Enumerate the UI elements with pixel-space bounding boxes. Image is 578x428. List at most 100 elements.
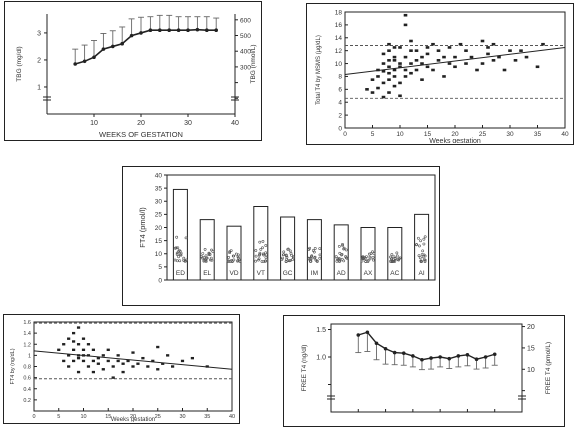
bar bbox=[414, 213, 430, 281]
data-point bbox=[210, 248, 213, 252]
data-point bbox=[96, 356, 100, 360]
data-point bbox=[73, 62, 77, 66]
data-point bbox=[425, 46, 430, 49]
data-point bbox=[91, 359, 95, 363]
y-tick-label: 20 bbox=[155, 225, 163, 232]
data-point bbox=[420, 78, 424, 81]
y-right-tick-label: 400 bbox=[240, 49, 251, 56]
y-tick-label: 0.4 bbox=[23, 387, 31, 393]
data-point bbox=[368, 255, 372, 259]
x-tick-label: 15 bbox=[105, 414, 111, 420]
data-point bbox=[307, 248, 311, 251]
x-tick-label: 10 bbox=[80, 414, 86, 420]
data-point bbox=[146, 365, 150, 368]
data-point bbox=[205, 365, 209, 368]
data-point bbox=[409, 71, 413, 75]
x-tick-label: 25 bbox=[479, 131, 487, 138]
y-tick-label: 15 bbox=[155, 238, 163, 245]
data-point bbox=[313, 255, 317, 259]
data-point bbox=[238, 258, 241, 262]
data-point bbox=[403, 23, 408, 27]
data-point bbox=[76, 356, 81, 360]
x-tick-label: 40 bbox=[561, 131, 569, 138]
data-point bbox=[116, 354, 120, 357]
data-point bbox=[453, 55, 457, 59]
data-point bbox=[175, 235, 179, 239]
x-tick-label: 20 bbox=[451, 131, 459, 138]
data-point bbox=[227, 255, 231, 259]
data-point bbox=[370, 91, 375, 94]
y-right-tick-label: 600 bbox=[240, 17, 251, 24]
data-point bbox=[309, 257, 313, 261]
data-point bbox=[338, 259, 342, 263]
data-point bbox=[365, 330, 370, 335]
x-tick-label: 0 bbox=[32, 414, 35, 420]
data-point bbox=[101, 47, 106, 51]
data-point bbox=[309, 259, 313, 263]
data-point bbox=[486, 46, 490, 49]
category-label: AD bbox=[337, 270, 346, 277]
data-point bbox=[411, 354, 415, 358]
data-point bbox=[403, 68, 408, 72]
category-label: IM bbox=[311, 270, 318, 277]
data-point bbox=[179, 253, 183, 257]
data-point bbox=[230, 258, 233, 262]
data-point bbox=[387, 78, 391, 81]
data-point bbox=[442, 75, 446, 78]
x-tick-label: 15 bbox=[424, 131, 432, 138]
data-point bbox=[67, 365, 71, 368]
data-point bbox=[392, 46, 397, 49]
data-point bbox=[415, 243, 419, 246]
x-tick-label: 30 bbox=[506, 131, 514, 138]
data-point bbox=[166, 354, 170, 357]
data-point bbox=[195, 27, 200, 32]
data-point bbox=[204, 259, 208, 262]
data-point bbox=[336, 258, 340, 262]
data-point bbox=[341, 244, 345, 247]
data-point bbox=[541, 42, 545, 46]
data-point bbox=[67, 354, 71, 357]
x-tick-label: 20 bbox=[130, 414, 136, 420]
category-label: ED bbox=[176, 270, 185, 277]
y-tick-label: 1.0 bbox=[316, 355, 326, 362]
data-point bbox=[178, 259, 182, 263]
data-point bbox=[258, 251, 262, 255]
data-point bbox=[447, 356, 452, 361]
y-tick-label: 1 bbox=[37, 84, 41, 91]
data-point bbox=[259, 248, 263, 251]
y-right-tick-label: 10 bbox=[527, 367, 535, 374]
data-point bbox=[403, 55, 408, 59]
data-point bbox=[151, 359, 155, 363]
data-point bbox=[173, 258, 177, 262]
data-point bbox=[381, 95, 386, 99]
data-point bbox=[292, 255, 295, 259]
data-point bbox=[474, 357, 479, 361]
series-line bbox=[74, 28, 217, 65]
ft4-scatter-chart: 0 5 10 15 20 25 30 35 40 0.2 0.4 0.6 0.8 1 1.2 1.4 1.6 We… bbox=[10, 320, 235, 422]
data-point bbox=[423, 258, 427, 262]
y-tick-label: 2 bbox=[37, 57, 41, 64]
bar bbox=[172, 188, 188, 281]
data-point bbox=[372, 252, 376, 256]
y-tick-label: 1.6 bbox=[23, 320, 31, 326]
data-point bbox=[254, 259, 258, 263]
data-point bbox=[91, 348, 95, 352]
x-tick-label: 5 bbox=[371, 131, 375, 138]
y-axis-right-label: TBG (nmol/L) bbox=[250, 44, 257, 83]
data-point bbox=[236, 255, 240, 259]
data-point bbox=[285, 257, 289, 261]
data-point bbox=[205, 28, 209, 33]
data-point bbox=[376, 68, 380, 72]
data-point bbox=[376, 75, 380, 78]
data-point bbox=[464, 49, 468, 52]
total-t4-scatter-chart: 0 5 10 15 20 25 30 35 40 0 2 4 6 8 10 12 14 16 18 Weeks ges… bbox=[316, 9, 569, 143]
data-point bbox=[338, 251, 342, 255]
x-tick-label: 30 bbox=[184, 120, 192, 127]
y-axis-label: FREE T4 (ng/dl) bbox=[301, 345, 308, 392]
data-point bbox=[340, 253, 343, 257]
data-point bbox=[156, 368, 160, 371]
data-point bbox=[429, 356, 433, 360]
data-point bbox=[344, 248, 348, 252]
y-right-tick-label: 15 bbox=[527, 345, 535, 352]
x-tick-label: 10 bbox=[396, 131, 404, 138]
